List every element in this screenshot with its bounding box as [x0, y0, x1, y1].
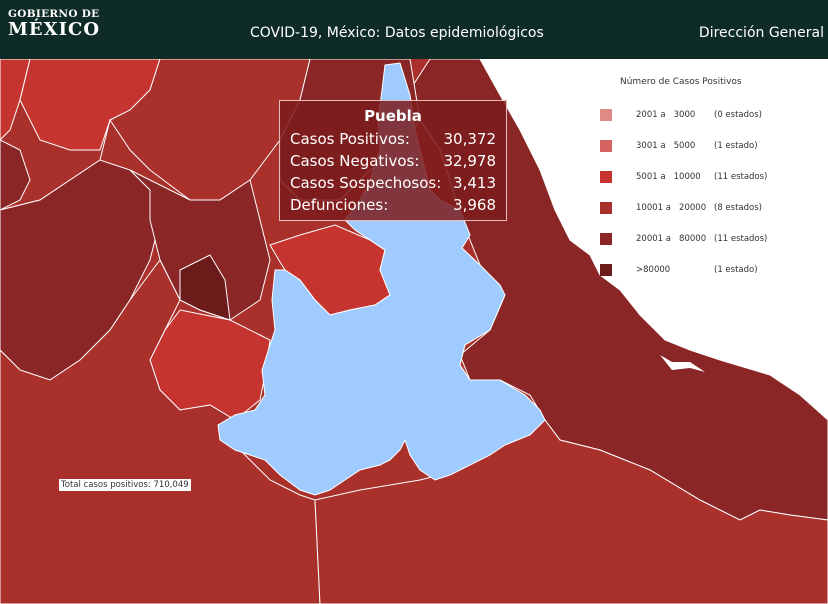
logo-top-text: GOBIERNO DE [8, 8, 100, 20]
tooltip-row-defunciones: Defunciones: 3,968 [290, 196, 496, 218]
tooltip-state-name: Puebla [364, 107, 422, 125]
tooltip-label: Defunciones: [290, 196, 389, 214]
tooltip-label: Casos Negativos: [290, 152, 420, 170]
legend-swatch [600, 264, 612, 276]
legend-swatch [600, 109, 612, 121]
legend-range: 5001 a 10000 [636, 172, 701, 182]
tooltip-value: 3,413 [453, 174, 496, 192]
legend-count: (11 estados) [714, 172, 768, 182]
logo-bottom-text: MÉXICO [8, 18, 101, 40]
legend-count: (0 estados) [714, 110, 762, 120]
legend-swatch [600, 171, 612, 183]
page-title: COVID-19, México: Datos epidemiológicos [250, 25, 544, 41]
region-west-edge[interactable] [0, 139, 31, 211]
legend-range: 2001 a 3000 [636, 110, 696, 120]
gulf-water [480, 59, 828, 420]
tooltip-value: 3,968 [453, 196, 496, 214]
legend-title: Número de Casos Positivos [620, 77, 742, 87]
total-cases-label: Total casos positivos: 710,049 [59, 479, 191, 491]
region-far-northwest[interactable] [0, 59, 31, 141]
direccion-general-link[interactable]: Dirección General [698, 25, 824, 41]
legend-swatch [600, 140, 612, 152]
legend-range: 3001 a 5000 [636, 141, 696, 151]
tooltip-label: Casos Positivos: [290, 130, 410, 148]
legend-swatch [600, 233, 612, 245]
region-southwest[interactable] [0, 259, 321, 604]
tooltip-value: 32,978 [443, 152, 497, 170]
coast-detail [660, 355, 705, 372]
legend-range: 20001 a 80000 [636, 234, 707, 244]
legend-count: (11 estados) [714, 234, 768, 244]
state-tooltip: Puebla Casos Positivos: 30,372 Casos Neg… [279, 100, 507, 221]
tooltip-row-positivos: Casos Positivos: 30,372 [290, 130, 496, 152]
region-puebla-highlighted[interactable] [217, 62, 546, 496]
legend-range: 10001 a 20000 [636, 203, 707, 213]
legend-range: >80000 [636, 265, 671, 275]
region-central-a[interactable] [129, 169, 271, 321]
legend-count: (8 estados) [714, 203, 762, 213]
legend-swatch [600, 202, 612, 214]
header-bar: GOBIERNO DE MÉXICO COVID-19, México: Dat… [0, 0, 828, 59]
map-legend: Número de Casos Positivos 2001 a 3000 (0 … [596, 77, 822, 276]
tooltip-value: 30,372 [443, 130, 497, 148]
gobierno-logo[interactable]: GOBIERNO DE MÉXICO [8, 9, 100, 39]
legend-count: (1 estado) [714, 265, 758, 275]
legend-count: (1 estado) [714, 141, 758, 151]
tooltip-row-sospechosos: Casos Sospechosos: 3,413 [290, 174, 496, 196]
tooltip-row-negativos: Casos Negativos: 32,978 [290, 152, 496, 174]
tooltip-label: Casos Sospechosos: [290, 174, 442, 192]
